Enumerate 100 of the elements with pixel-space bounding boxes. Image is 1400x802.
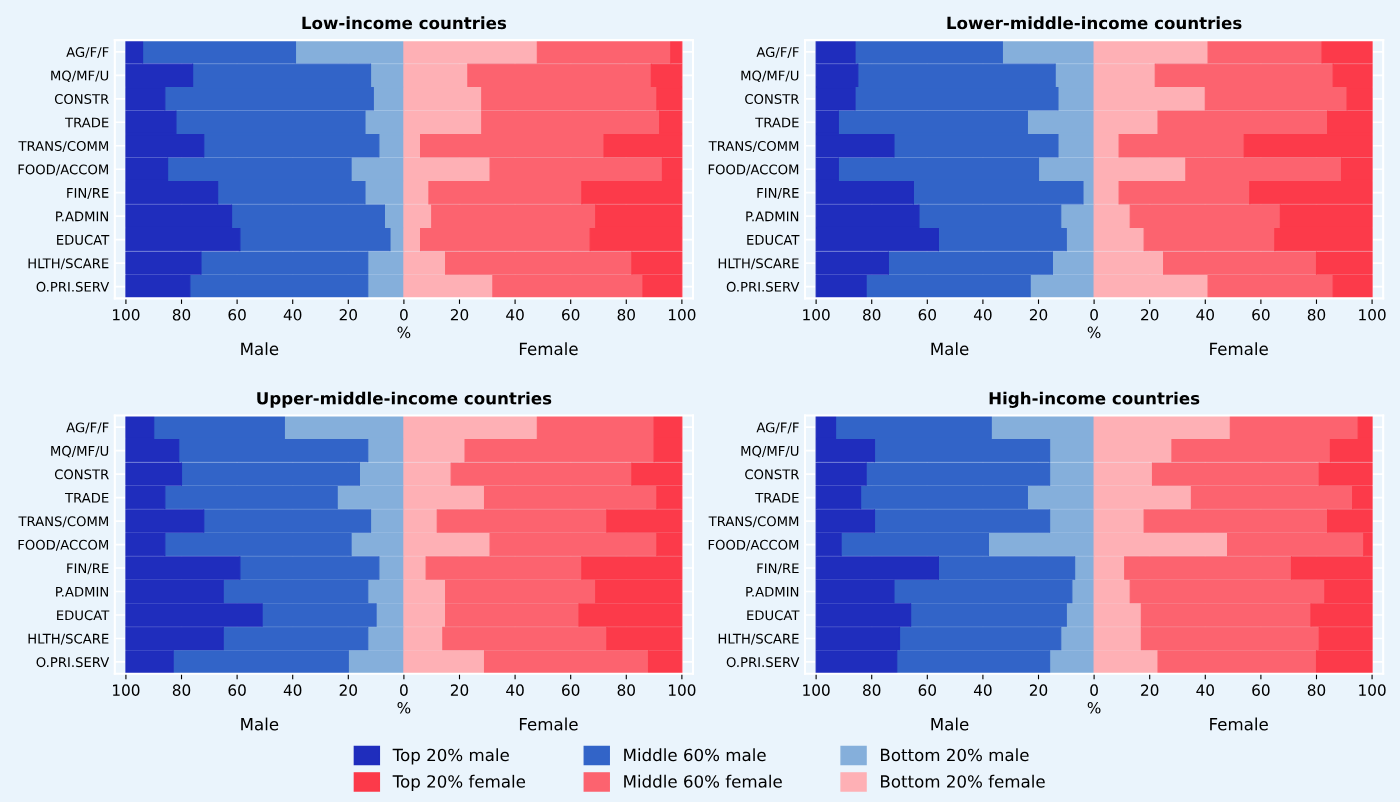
x-tick-label: 40 bbox=[1196, 309, 1214, 321]
x-tick-label: 80 bbox=[617, 684, 635, 696]
chart-title: Lower-middle-income countries bbox=[947, 16, 1242, 30]
x-axis-title: % bbox=[1087, 701, 1101, 714]
y-tick-label: P.ADMIN bbox=[746, 211, 799, 222]
y-tick-label: CONSTR bbox=[745, 469, 800, 480]
x-tick-label: 20 bbox=[339, 309, 358, 321]
y-tick-label: HLTH/SCARE bbox=[718, 633, 799, 645]
x-tick-label: 20 bbox=[450, 684, 469, 696]
x-axis-title: % bbox=[397, 701, 411, 714]
x-tick-label: 0 bbox=[1090, 684, 1098, 696]
y-tick-label: MQ/MF/U bbox=[741, 70, 799, 83]
x-tick-label: 0 bbox=[400, 309, 408, 321]
x-tick-label: 80 bbox=[863, 684, 881, 696]
x-tick-label: 60 bbox=[228, 684, 246, 696]
x-axis-title: % bbox=[397, 326, 411, 339]
x-tick-label: 80 bbox=[1307, 684, 1326, 696]
legend-label: Bottom 20% male bbox=[881, 748, 1029, 762]
y-tick-label: O.PRI.SERV bbox=[36, 281, 110, 292]
y-tick-label: P.ADMIN bbox=[746, 586, 799, 597]
x-tick-label: 80 bbox=[863, 309, 881, 321]
x-tick-label: 80 bbox=[617, 309, 635, 321]
y-tick-label: FIN/RE bbox=[757, 563, 799, 575]
text: Male bbox=[931, 342, 969, 356]
y-tick-label: EDUCAT bbox=[747, 234, 800, 245]
y-tick-label: TRANS/COMM bbox=[708, 140, 799, 152]
y-tick-label: O.PRI.SERV bbox=[726, 281, 800, 292]
y-tick-label: AG/F/F bbox=[756, 47, 799, 59]
x-tick-label: 20 bbox=[450, 309, 469, 321]
y-tick-label: EDUCAT bbox=[57, 610, 110, 621]
y-tick-label: MQ/MF/U bbox=[741, 445, 799, 458]
x-tick-label: 100 bbox=[668, 309, 696, 321]
y-tick-label: FOOD/ACCOM bbox=[708, 164, 799, 176]
y-tick-label: P.ADMIN bbox=[56, 211, 108, 222]
x-tick-label: 0 bbox=[400, 684, 408, 696]
y-tick-label: P.ADMIN bbox=[56, 586, 108, 597]
y-tick-label: EDUCAT bbox=[747, 610, 800, 621]
x-tick-label: 100 bbox=[1359, 684, 1386, 696]
x-tick-label: 60 bbox=[918, 309, 937, 321]
legend-label: Middle 60% male bbox=[624, 748, 766, 762]
text: Female bbox=[519, 342, 578, 356]
x-tick-label: 20 bbox=[1141, 309, 1159, 321]
y-tick-label: TRANS/COMM bbox=[18, 516, 108, 528]
x-tick-label: 100 bbox=[803, 684, 830, 696]
y-tick-label: CONSTR bbox=[54, 469, 109, 480]
y-tick-label: TRADE bbox=[755, 117, 799, 128]
y-tick-label: FOOD/ACCOM bbox=[708, 539, 799, 551]
legend-label: Top 20% male bbox=[392, 748, 509, 765]
y-tick-label: TRADE bbox=[755, 493, 799, 503]
x-tick-label: 80 bbox=[172, 684, 191, 696]
y-tick-label: O.PRI.SERV bbox=[726, 657, 800, 668]
y-tick-label: AG/F/F bbox=[66, 47, 109, 59]
x-tick-label: 100 bbox=[113, 309, 140, 321]
x-tick-label: 60 bbox=[562, 309, 580, 321]
x-tick-label: 60 bbox=[918, 684, 937, 696]
x-tick-label: 100 bbox=[668, 684, 696, 696]
legend-label: Top 20% female bbox=[392, 774, 526, 791]
x-tick-label: 100 bbox=[1359, 309, 1386, 321]
y-tick-label: FIN/RE bbox=[67, 563, 109, 575]
x-tick-label: 60 bbox=[1252, 684, 1270, 696]
x-tick-label: 40 bbox=[973, 309, 992, 321]
y-tick-label: TRADE bbox=[64, 493, 109, 503]
y-tick-label: MQ/MF/U bbox=[51, 70, 109, 83]
y-tick-label: AG/F/F bbox=[66, 422, 109, 434]
chart-title: Upper-middle-income countries bbox=[257, 391, 552, 408]
chart-title: Low-income countries bbox=[302, 16, 507, 30]
x-tick-label: 20 bbox=[339, 684, 358, 696]
y-tick-label: CONSTR bbox=[54, 94, 109, 104]
x-tick-label: 80 bbox=[1307, 309, 1326, 321]
x-tick-label: 20 bbox=[1029, 309, 1048, 321]
y-tick-label: HLTH/SCARE bbox=[28, 258, 109, 270]
x-axis-title: % bbox=[1087, 326, 1101, 339]
y-tick-label: FOOD/ACCOM bbox=[18, 164, 108, 176]
y-tick-label: TRANS/COMM bbox=[18, 140, 108, 152]
chart-title: High-income countries bbox=[989, 391, 1200, 408]
y-tick-label: HLTH/SCARE bbox=[718, 258, 799, 270]
y-tick-label: CONSTR bbox=[745, 94, 800, 104]
x-tick-label: 40 bbox=[506, 684, 524, 696]
x-tick-label: 40 bbox=[973, 684, 992, 696]
x-tick-label: 100 bbox=[803, 309, 830, 321]
x-tick-label: 40 bbox=[283, 684, 302, 696]
y-tick-label: MQ/MF/U bbox=[51, 445, 109, 458]
x-tick-label: 60 bbox=[1252, 309, 1270, 321]
x-tick-label: 40 bbox=[506, 309, 524, 321]
x-tick-label: 40 bbox=[1196, 684, 1214, 696]
x-tick-label: 80 bbox=[172, 309, 191, 321]
text: Female bbox=[1210, 717, 1268, 731]
x-tick-label: 100 bbox=[113, 684, 140, 696]
text: Male bbox=[931, 717, 969, 731]
y-tick-label: TRANS/COMM bbox=[708, 516, 799, 528]
y-tick-label: FIN/RE bbox=[67, 188, 109, 199]
text: Male bbox=[241, 342, 279, 356]
text: Male bbox=[241, 717, 279, 731]
y-tick-label: TRADE bbox=[64, 117, 109, 128]
text: Female bbox=[1210, 342, 1268, 356]
x-tick-label: 20 bbox=[1141, 684, 1159, 696]
x-tick-label: 40 bbox=[283, 309, 302, 321]
x-tick-label: 60 bbox=[562, 684, 580, 696]
y-tick-label: O.PRI.SERV bbox=[36, 657, 110, 668]
legend-label: Middle 60% female bbox=[624, 774, 782, 788]
